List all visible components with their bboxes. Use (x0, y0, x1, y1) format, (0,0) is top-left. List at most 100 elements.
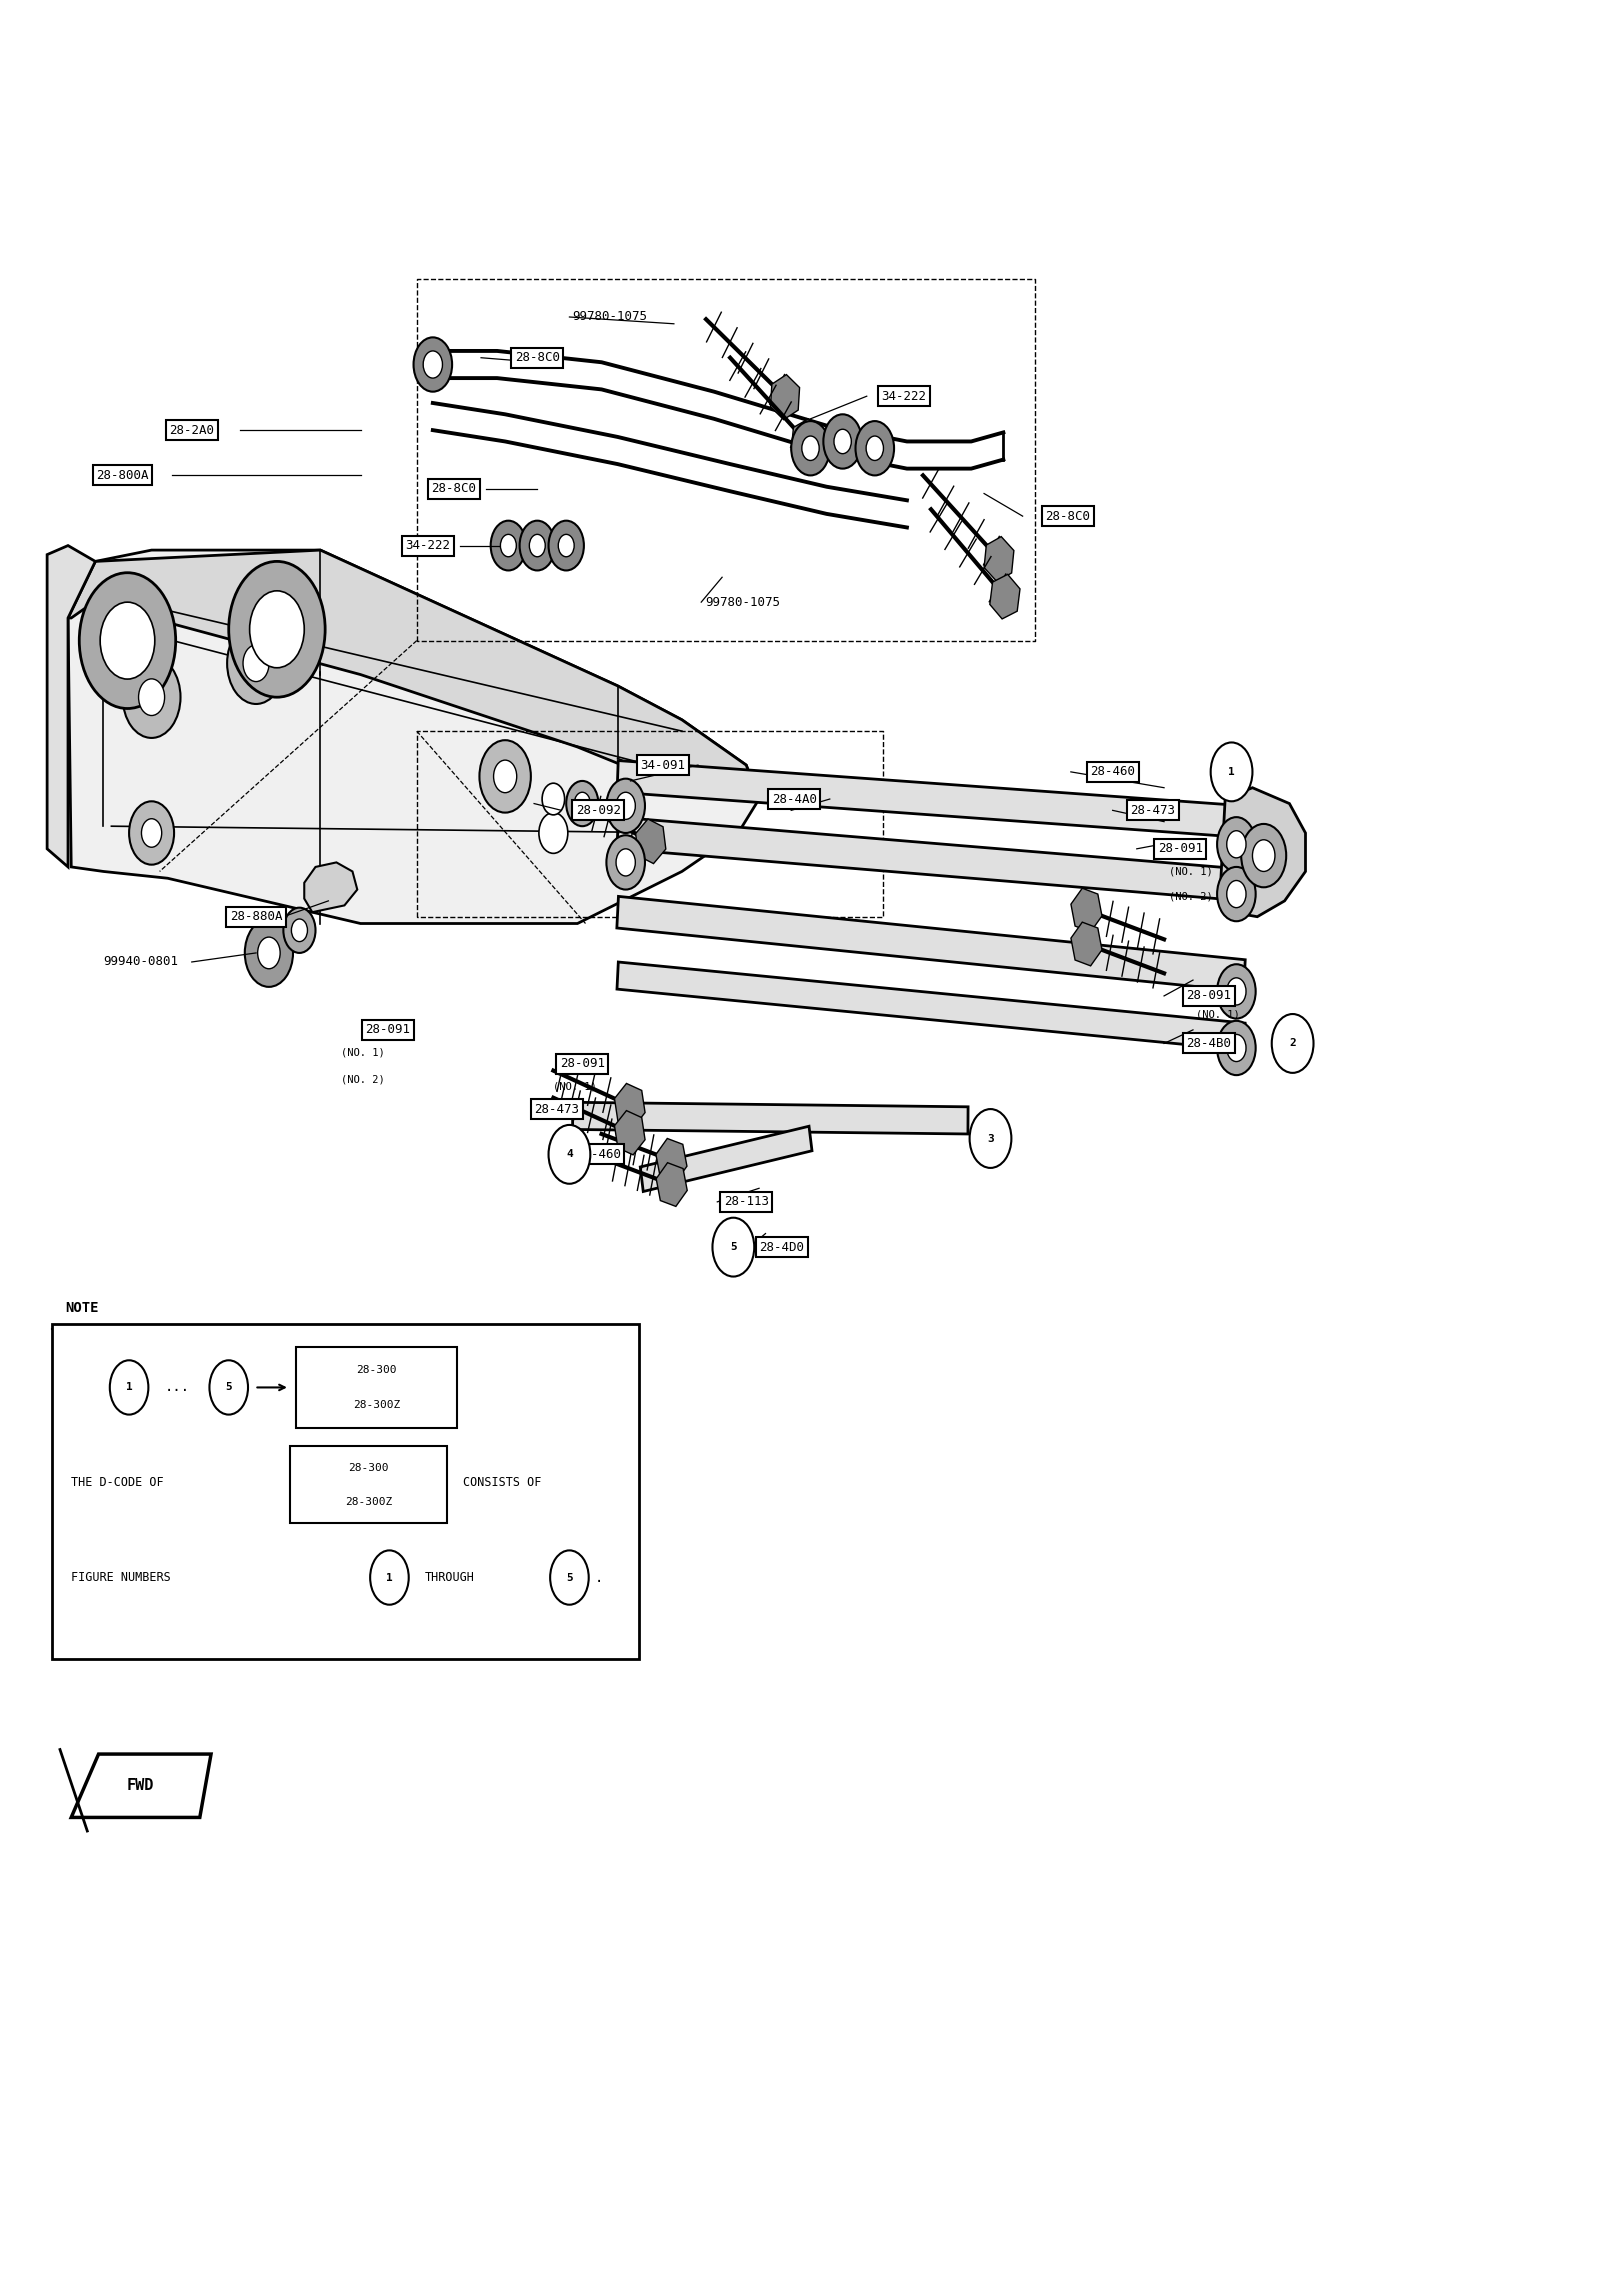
Text: 2: 2 (1289, 1038, 1297, 1047)
Text: 1: 1 (386, 1573, 392, 1583)
Polygon shape (1221, 788, 1305, 918)
Text: 28-800A: 28-800A (96, 469, 149, 483)
Text: (NO. 1): (NO. 1) (553, 1082, 597, 1091)
Polygon shape (614, 1111, 645, 1154)
Circle shape (541, 783, 564, 815)
Text: 28-880A: 28-880A (230, 911, 282, 922)
Polygon shape (572, 1102, 968, 1134)
Text: 28-091: 28-091 (1157, 842, 1203, 856)
Circle shape (292, 920, 308, 943)
Circle shape (823, 414, 862, 469)
FancyBboxPatch shape (297, 1346, 457, 1428)
Text: 28-300: 28-300 (349, 1462, 389, 1473)
Circle shape (138, 679, 165, 715)
Circle shape (79, 574, 175, 708)
Polygon shape (305, 863, 357, 913)
Text: 99780-1075: 99780-1075 (705, 597, 780, 608)
FancyBboxPatch shape (52, 1323, 639, 1660)
Text: 28-4B0: 28-4B0 (1187, 1036, 1232, 1050)
Circle shape (491, 521, 527, 572)
Text: (NO. 2): (NO. 2) (342, 1075, 384, 1084)
Polygon shape (640, 1127, 812, 1191)
Text: (NO. 1): (NO. 1) (1196, 1009, 1240, 1020)
Circle shape (245, 920, 293, 986)
Polygon shape (1071, 888, 1102, 931)
Circle shape (1227, 1034, 1247, 1061)
Text: ...: ... (165, 1380, 190, 1394)
Polygon shape (770, 376, 799, 419)
Text: 4: 4 (566, 1150, 572, 1159)
Text: 28-8C0: 28-8C0 (1046, 510, 1091, 524)
Circle shape (616, 792, 635, 820)
Circle shape (130, 802, 173, 865)
Circle shape (530, 535, 545, 558)
Polygon shape (618, 817, 1245, 902)
Circle shape (548, 521, 584, 572)
Polygon shape (618, 961, 1245, 1050)
Circle shape (1227, 977, 1247, 1004)
Polygon shape (791, 419, 820, 465)
Text: 34-091: 34-091 (640, 758, 686, 772)
Circle shape (493, 761, 517, 792)
Polygon shape (68, 551, 759, 924)
Text: (NO. 1): (NO. 1) (342, 1047, 384, 1057)
Text: 28-2A0: 28-2A0 (169, 424, 214, 437)
Text: 28-460: 28-460 (575, 1148, 621, 1161)
Text: 5: 5 (225, 1382, 232, 1394)
Circle shape (548, 1125, 590, 1184)
Text: 28-300Z: 28-300Z (353, 1400, 400, 1409)
Circle shape (413, 337, 452, 392)
Circle shape (574, 792, 590, 815)
Polygon shape (618, 897, 1245, 990)
Circle shape (480, 740, 530, 813)
Text: 28-473: 28-473 (533, 1102, 579, 1116)
Circle shape (1217, 1020, 1256, 1075)
Circle shape (1253, 840, 1276, 872)
Text: THE D-CODE OF: THE D-CODE OF (71, 1475, 164, 1489)
Text: 1: 1 (1229, 767, 1235, 776)
Circle shape (110, 1359, 149, 1414)
Circle shape (616, 849, 635, 877)
Text: (NO. 2): (NO. 2) (1169, 890, 1213, 902)
Text: 28-300: 28-300 (357, 1364, 397, 1375)
Circle shape (209, 1359, 248, 1414)
Circle shape (833, 430, 851, 453)
Circle shape (243, 644, 269, 681)
Text: 28-473: 28-473 (1130, 804, 1175, 817)
Text: 28-8C0: 28-8C0 (515, 351, 559, 364)
Circle shape (1217, 817, 1256, 872)
Circle shape (713, 1218, 754, 1277)
Circle shape (258, 938, 280, 968)
Circle shape (558, 535, 574, 558)
Circle shape (423, 351, 443, 378)
Circle shape (284, 909, 316, 954)
Text: 99940-0801: 99940-0801 (102, 956, 178, 968)
Text: 28-113: 28-113 (723, 1195, 768, 1209)
Circle shape (550, 1551, 588, 1605)
Text: 5: 5 (566, 1573, 572, 1583)
Circle shape (969, 1109, 1012, 1168)
Text: FWD: FWD (126, 1778, 154, 1794)
Text: 28-300Z: 28-300Z (345, 1496, 392, 1507)
Circle shape (1242, 824, 1285, 888)
Circle shape (370, 1551, 408, 1605)
Circle shape (1227, 881, 1247, 909)
Text: THROUGH: THROUGH (425, 1571, 475, 1585)
Polygon shape (614, 1084, 645, 1127)
Circle shape (856, 421, 895, 476)
Circle shape (538, 813, 567, 854)
Text: 28-460: 28-460 (1091, 765, 1135, 779)
Text: 28-4D0: 28-4D0 (759, 1241, 804, 1255)
Circle shape (606, 779, 645, 833)
Polygon shape (71, 1753, 211, 1817)
Circle shape (250, 590, 305, 667)
Polygon shape (657, 1164, 687, 1207)
Text: 28-8C0: 28-8C0 (431, 483, 477, 496)
Circle shape (227, 622, 285, 704)
Text: 28-091: 28-091 (365, 1022, 410, 1036)
Circle shape (802, 435, 819, 460)
Circle shape (866, 435, 883, 460)
Polygon shape (47, 546, 96, 868)
Text: NOTE: NOTE (65, 1300, 99, 1316)
Text: 5: 5 (729, 1243, 736, 1252)
